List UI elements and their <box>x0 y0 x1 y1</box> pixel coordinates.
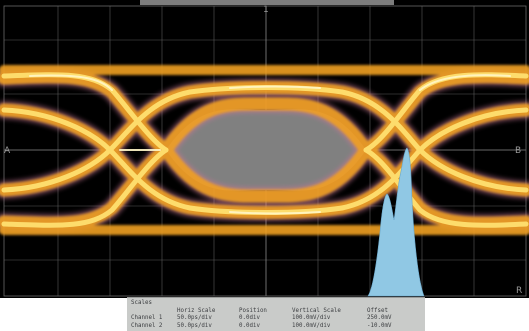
trigger-marker: 1 <box>263 5 269 15</box>
column-header-offset: Offset <box>367 308 388 314</box>
channel-2-vertical-scale: 100.0mV/div <box>292 323 331 329</box>
scales-readout-panel: Scales Horiz Scale Position Vertical Sca… <box>127 297 425 331</box>
row-label-channel-1: Channel 1 <box>131 315 163 321</box>
jitter-histogram <box>367 147 425 297</box>
eye-diagram-canvas: 1 A B R <box>0 0 529 297</box>
column-header-horiz-scale: Horiz Scale <box>177 308 216 314</box>
channel-2-position: 0.0div <box>239 323 260 329</box>
channel-1-position: 0.0div <box>239 315 260 321</box>
scales-title: Scales <box>131 300 152 306</box>
record-position-bar <box>140 0 394 5</box>
column-header-position: Position <box>239 308 267 314</box>
channel-1-offset: 250.0mV <box>367 315 392 321</box>
oscilloscope-display[interactable]: 1 A B R <box>0 0 529 298</box>
channel-marker-right: B <box>515 146 521 156</box>
column-header-vertical-scale: Vertical Scale <box>292 308 341 314</box>
channel-1-vertical-scale: 100.0mV/div <box>292 315 331 321</box>
eye-opening <box>166 109 366 191</box>
channel-2-horiz-scale: 50.0ps/div <box>177 323 212 329</box>
eye-traces <box>0 65 529 235</box>
channel-2-offset: -10.0mV <box>367 323 392 329</box>
row-label-channel-2: Channel 2 <box>131 323 163 329</box>
graticule-border <box>3 5 527 297</box>
reference-marker: R <box>516 286 522 296</box>
channel-marker-left: A <box>4 146 11 156</box>
channel-1-horiz-scale: 50.0ps/div <box>177 315 212 321</box>
